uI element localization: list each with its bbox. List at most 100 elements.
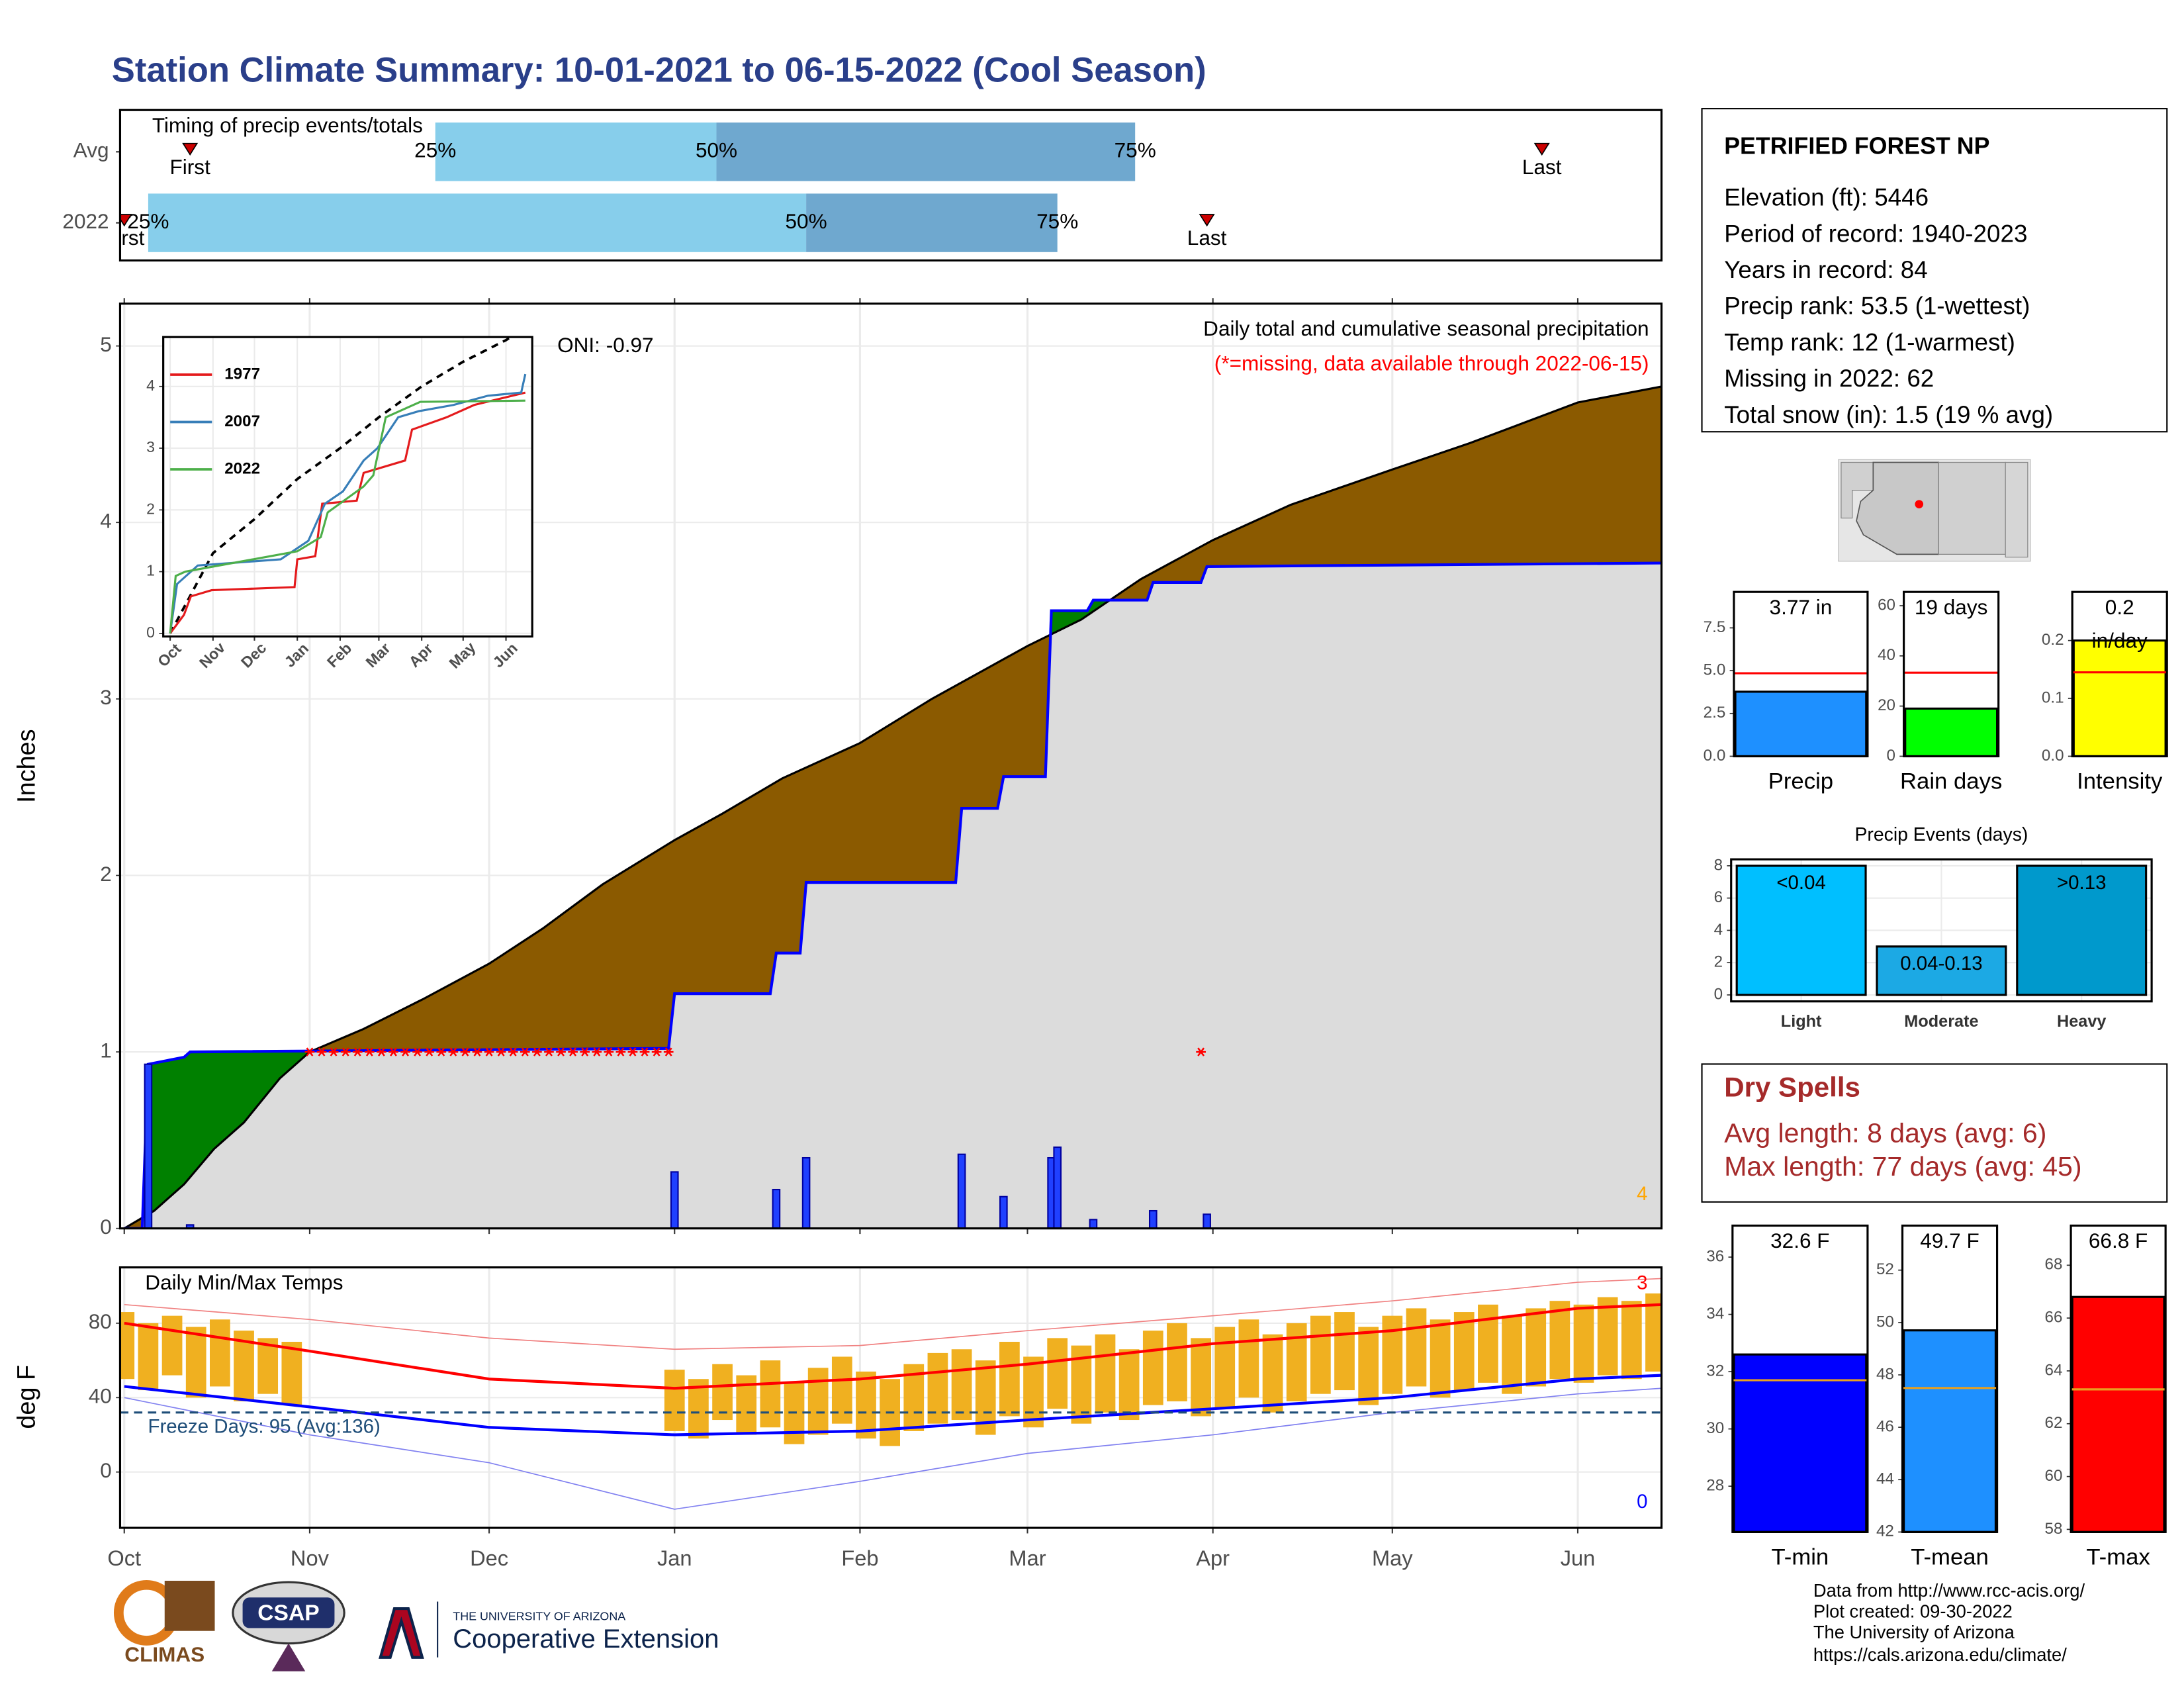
station-line: Elevation (ft): 5446 — [1724, 184, 1929, 211]
missing-marker — [352, 1047, 363, 1056]
missing-marker — [520, 1047, 530, 1056]
y-tick-label: 50 — [1876, 1313, 1894, 1331]
temp-range-bar — [257, 1338, 279, 1394]
missing-marker — [651, 1047, 662, 1056]
normal-line — [124, 1278, 1662, 1350]
y-tick-label: 2 — [100, 862, 112, 886]
logo-text: CLIMAS — [124, 1642, 205, 1666]
temp-range-bar — [1214, 1327, 1236, 1409]
temp-range-bar — [712, 1364, 733, 1421]
bar — [1904, 707, 1999, 758]
inset-lines — [169, 337, 527, 634]
event-label: First — [170, 155, 211, 179]
daily-bar — [801, 1156, 811, 1229]
station-line: Missing in 2022: 62 — [1724, 365, 1934, 392]
low-count: 0 — [1637, 1491, 1647, 1513]
map-state — [1938, 461, 2006, 555]
temp-range-bar — [1023, 1356, 1044, 1428]
plot-frame — [2070, 1224, 2167, 1533]
bar — [2016, 865, 2148, 996]
missing-marker — [627, 1047, 638, 1056]
temp-range-bar — [1047, 1338, 1068, 1409]
footer-line: Plot created: 09-30-2022 — [1813, 1601, 2013, 1622]
plot-body — [120, 1278, 1662, 1510]
missing-marker — [544, 1047, 554, 1056]
footer-line: https://cals.arizona.edu/climate/ — [1813, 1644, 2067, 1665]
y-tick-label: 58 — [2045, 1520, 2063, 1538]
y-tick-label: 0 — [100, 1215, 112, 1239]
category-label: Rain days — [1900, 769, 2002, 794]
station-line: Period of record: 1940-2023 — [1724, 220, 2027, 247]
temp-range-bar — [807, 1368, 829, 1435]
y-tick-label: 36 — [1706, 1247, 1724, 1265]
y-tick-label: 64 — [2045, 1361, 2063, 1379]
page-title: Station Climate Summary: 10-01-2021 to 0… — [112, 50, 1206, 89]
missing-marker — [436, 1047, 447, 1056]
y-tick-label: 4 — [100, 509, 112, 533]
value-label: 66.8 F — [2089, 1229, 2148, 1252]
y-tick-label: 8 — [1714, 856, 1723, 874]
missing-marker — [388, 1047, 398, 1056]
bar — [1733, 1353, 1868, 1533]
temp-range-bar — [1262, 1334, 1283, 1413]
current-line — [124, 561, 1662, 1229]
logos: CLIMAS CSAP THE UNIVERSITY OF ARIZONA Co… — [113, 1579, 719, 1671]
bin-label: 0.04-0.13 — [1900, 953, 1982, 974]
temp-range-bar — [1310, 1315, 1331, 1394]
missing-marker — [508, 1047, 518, 1056]
series-line — [169, 391, 526, 634]
daily-bar — [1148, 1209, 1158, 1229]
missing-marker — [377, 1047, 387, 1056]
temp-range-bar — [120, 1312, 135, 1380]
y-axis-label: deg F — [13, 1365, 41, 1429]
quartile-label: 25% — [414, 138, 456, 162]
missing-marker — [460, 1047, 471, 1056]
quartile-label: 75% — [1036, 209, 1078, 233]
y-tick-label: 20 — [1878, 696, 1895, 714]
temp-range-bar — [856, 1371, 876, 1439]
temp-range-bar — [760, 1360, 781, 1428]
plot-frame — [2071, 590, 2168, 758]
value-label: 19 days — [1915, 595, 1988, 619]
y-tick-label: 34 — [1706, 1305, 1724, 1323]
ua-mark — [379, 1607, 424, 1659]
row-label: 2022 — [62, 209, 109, 233]
daily-bar — [957, 1153, 966, 1229]
value-label: 32.6 F — [1770, 1229, 1829, 1252]
series-line — [169, 399, 525, 633]
inset-bg — [163, 337, 533, 637]
plot-frame — [118, 1266, 1663, 1529]
unit-label: in/day — [2092, 628, 2148, 652]
temp-range-bar — [1502, 1315, 1522, 1394]
missing-marker — [639, 1047, 650, 1056]
y-tick-label: 80 — [89, 1309, 112, 1333]
missing-marker — [340, 1047, 351, 1056]
logo-text: THE UNIVERSITY OF ARIZONA — [453, 1609, 625, 1622]
missing-marker — [1196, 1047, 1206, 1056]
high-count: 3 — [1637, 1272, 1647, 1294]
y-tick-label: 2 — [1714, 953, 1723, 971]
missing-marker — [580, 1047, 590, 1056]
temp-range-bar — [1597, 1297, 1618, 1376]
x-tick-label: Jan — [657, 1546, 692, 1570]
x-tick-label: Mar — [1009, 1546, 1046, 1570]
y-tick-label: 5 — [100, 332, 112, 356]
quartile-bar — [435, 122, 717, 181]
corner-label: 4 — [1637, 1183, 1647, 1205]
value-label: 49.7 F — [1920, 1229, 1979, 1252]
bar — [1876, 945, 2007, 996]
temp-range-bar — [688, 1379, 709, 1439]
station-line: Total snow (in): 1.5 (19 % avg) — [1724, 401, 2053, 428]
y-tick-label: 52 — [1876, 1260, 1894, 1278]
y-tick-label: 2 — [146, 500, 155, 517]
logo-text: CSAP — [257, 1601, 320, 1625]
missing-marker — [568, 1047, 578, 1056]
category-label: T-max — [2086, 1545, 2150, 1570]
station-dot — [1915, 500, 1924, 508]
plot-frame — [1901, 1224, 1999, 1533]
plot-frame — [1730, 858, 2153, 1003]
quartile-bar — [716, 122, 1136, 181]
temp-range-bar — [1167, 1323, 1187, 1401]
